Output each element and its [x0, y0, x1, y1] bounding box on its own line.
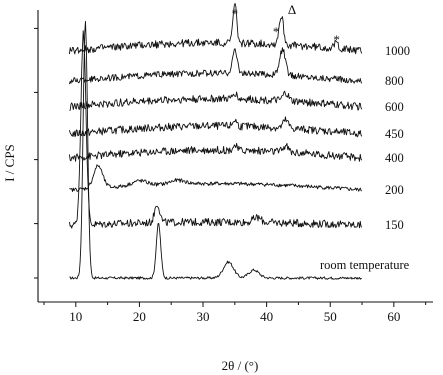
- x-tick-label: 10: [69, 309, 82, 324]
- x-tick-label: 30: [197, 309, 210, 324]
- series-label: 150: [385, 218, 404, 232]
- delta-marker: Δ: [288, 2, 296, 17]
- series-line: [68, 2, 363, 55]
- series-line: [69, 47, 363, 85]
- series-label: 600: [385, 100, 404, 114]
- x-axis-title: 2θ / (°): [222, 358, 259, 373]
- series-line: [69, 21, 362, 280]
- asterisk-marker: *: [333, 32, 340, 47]
- series-label: 200: [385, 183, 404, 197]
- asterisk-marker: *: [273, 24, 280, 39]
- x-ticks: 10 20 30 40 50 60: [43, 302, 427, 324]
- series-line: [69, 164, 363, 192]
- series-labels: room temperature 150 200 400 450 600 800 1000: [320, 44, 410, 272]
- series-line: [68, 30, 363, 229]
- series-label: 1000: [385, 44, 410, 58]
- series-line: [69, 116, 363, 138]
- series-line: [69, 90, 363, 111]
- x-tick-label: 40: [260, 309, 273, 324]
- series-label: 400: [385, 151, 404, 165]
- peak-annotations: * * Δ *: [232, 2, 340, 47]
- y-ticks: [34, 27, 38, 279]
- series-label: room temperature: [320, 258, 410, 272]
- series-label: 800: [385, 74, 404, 88]
- series-label: 450: [385, 127, 404, 141]
- series-traces: [68, 2, 363, 280]
- axes: [37, 10, 433, 303]
- x-tick-label: 60: [387, 309, 400, 324]
- x-tick-label: 50: [324, 309, 337, 324]
- asterisk-marker: *: [232, 6, 239, 21]
- series-line: [68, 142, 363, 162]
- y-axis-title: I / CPS: [2, 144, 17, 182]
- x-tick-label: 20: [133, 309, 146, 324]
